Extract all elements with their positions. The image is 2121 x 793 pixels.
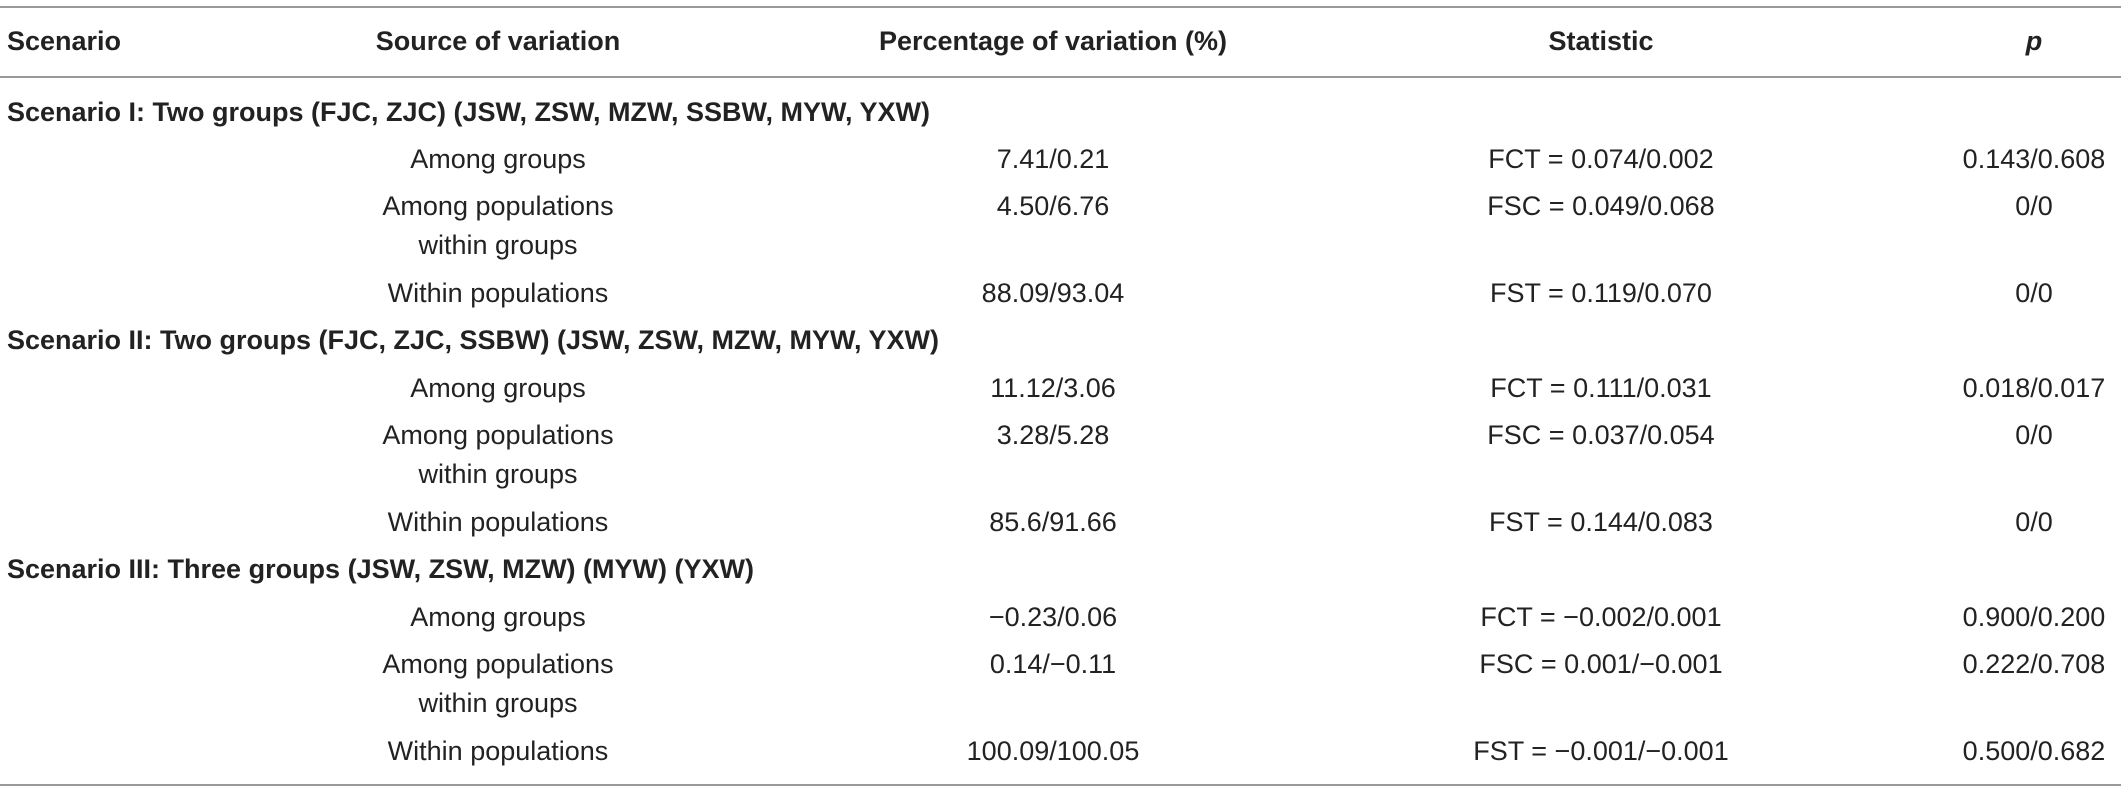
value-cell: 0/0 <box>2015 420 2053 451</box>
value-cell: 7.41/0.21 <box>996 143 1110 174</box>
value-cell: 88.09/93.04 <box>981 277 1125 308</box>
value-cell: FSC = 0.001/−0.001 <box>1479 648 1723 679</box>
source-cell: Within populations <box>387 277 609 308</box>
top-rule <box>0 6 2121 8</box>
value-cell: FST = −0.001/−0.001 <box>1473 735 1729 766</box>
header-rule <box>0 76 2121 78</box>
value-cell: −0.23/0.06 <box>988 601 1118 632</box>
value-cell: 0.900/0.200 <box>1962 601 2106 632</box>
value-cell: FSC = 0.037/0.054 <box>1487 420 1715 451</box>
source-cell: Among populations within groups <box>382 420 614 490</box>
source-cell: Among groups <box>410 372 586 403</box>
value-cell: 0/0 <box>2015 506 2053 537</box>
value-cell: 11.12/3.06 <box>990 372 1116 403</box>
value-cell: 0.500/0.682 <box>1962 735 2106 766</box>
header-cell: Source of variation <box>375 25 621 56</box>
value-cell: FST = 0.144/0.083 <box>1489 506 1713 537</box>
value-cell: FSC = 0.049/0.068 <box>1487 191 1715 222</box>
value-cell: 3.28/5.28 <box>996 420 1110 451</box>
value-cell: FCT = 0.111/0.031 <box>1490 372 1712 403</box>
group-title: Scenario III: Three groups (JSW, ZSW, MZ… <box>7 554 754 585</box>
value-cell: 100.09/100.05 <box>966 735 1140 766</box>
value-cell: 0.143/0.608 <box>1962 143 2106 174</box>
value-cell: FST = 0.119/0.070 <box>1490 277 1712 308</box>
value-cell: 0.018/0.017 <box>1962 372 2106 403</box>
source-cell: Within populations <box>387 506 609 537</box>
source-cell: Among populations within groups <box>382 191 614 261</box>
source-cell: Among groups <box>410 143 586 174</box>
header-cell: Scenario <box>7 25 122 56</box>
value-cell: FCT = −0.002/0.001 <box>1480 601 1722 632</box>
header-cell: Percentage of variation (%) <box>878 25 1228 56</box>
value-cell: 4.50/6.76 <box>996 191 1110 222</box>
value-cell: 85.6/91.66 <box>989 506 1117 537</box>
group-title: Scenario II: Two groups (FJC, ZJC, SSBW)… <box>7 325 940 356</box>
source-cell: Within populations <box>387 735 609 766</box>
value-cell: 0.14/−0.11 <box>989 648 1117 679</box>
source-cell: Among populations within groups <box>382 648 614 718</box>
value-cell: 0/0 <box>2015 191 2053 222</box>
header-cell: p <box>2025 25 2043 56</box>
bottom-rule <box>0 784 2121 786</box>
value-cell: 0/0 <box>2015 277 2053 308</box>
value-cell: FCT = 0.074/0.002 <box>1488 143 1714 174</box>
source-cell: Among groups <box>410 601 586 632</box>
group-title: Scenario I: Two groups (FJC, ZJC) (JSW, … <box>7 96 931 127</box>
value-cell: 0.222/0.708 <box>1962 648 2106 679</box>
header-cell: Statistic <box>1548 25 1654 56</box>
